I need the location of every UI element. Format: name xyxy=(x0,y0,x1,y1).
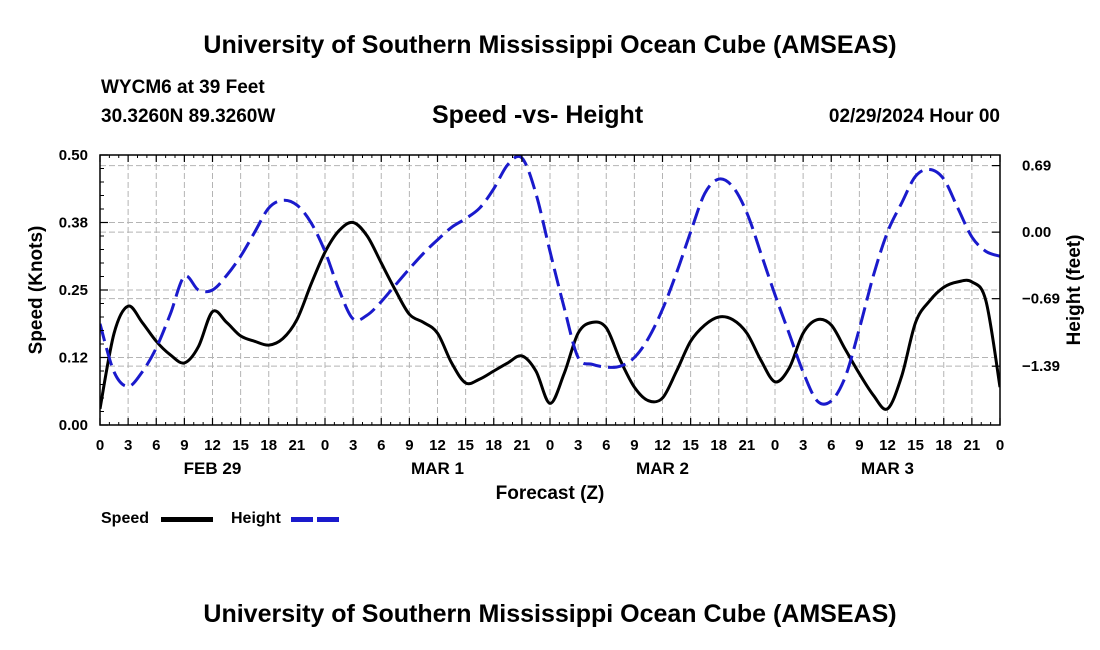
y-tick-label: 0.50 xyxy=(59,147,88,164)
x-tick-label: 21 xyxy=(739,437,756,454)
x-tick-label: 9 xyxy=(855,437,863,454)
x-tick-label: 15 xyxy=(907,437,924,454)
station-label: WYCM6 at 39 Feet xyxy=(101,77,265,98)
day-label: MAR 1 xyxy=(411,459,464,478)
day-label: FEB 29 xyxy=(184,459,242,478)
speed-series-line xyxy=(100,220,1000,411)
x-tick-label: 18 xyxy=(710,437,727,454)
x-tick-label: 0 xyxy=(771,437,779,454)
run-time-label: 02/29/2024 Hour 00 xyxy=(828,106,1000,127)
y-tick-label: 0.38 xyxy=(59,215,88,232)
x-tick-label: 15 xyxy=(232,437,249,454)
x-tick-label: 0 xyxy=(96,437,104,454)
x-tick-label: 6 xyxy=(152,437,160,454)
x-tick-label: 12 xyxy=(204,437,221,454)
x-tick-label: 12 xyxy=(654,437,671,454)
x-tick-label: 21 xyxy=(289,437,306,454)
x-tick-label: 3 xyxy=(574,437,582,454)
coordinates-label: 30.3260N 89.3260W xyxy=(101,106,276,127)
height-series-line xyxy=(100,155,1000,406)
legend-height-swatch xyxy=(291,517,343,522)
x-tick-label: 3 xyxy=(799,437,807,454)
tick-marks xyxy=(99,154,1001,426)
x-tick-label: 9 xyxy=(630,437,638,454)
chart-title: Speed -vs- Height xyxy=(432,101,644,129)
x-tick-label: 9 xyxy=(405,437,413,454)
y2-tick-label: −0.69 xyxy=(1022,291,1060,308)
y2-tick-label: 0.69 xyxy=(1022,158,1051,175)
x-tick-label: 21 xyxy=(964,437,981,454)
x-tick-label: 15 xyxy=(457,437,474,454)
y-axis-title: Speed (Knots) xyxy=(26,225,47,355)
y2-axis-title: Height (feet) xyxy=(1064,234,1085,346)
x-tick-label: 9 xyxy=(180,437,188,454)
x-tick-label: 3 xyxy=(349,437,357,454)
legend-height-label: Height xyxy=(231,510,281,527)
y2-tick-label: −1.39 xyxy=(1022,358,1060,375)
x-axis-title: Forecast (Z) xyxy=(495,483,605,504)
y-tick-label: 0.12 xyxy=(59,350,88,367)
legend-speed-swatch xyxy=(161,517,213,522)
y2-tick-label: 0.00 xyxy=(1022,224,1051,241)
x-tick-label: 6 xyxy=(377,437,385,454)
footer-title: University of Southern Mississippi Ocean… xyxy=(203,600,897,628)
page-title: University of Southern Mississippi Ocean… xyxy=(203,31,897,59)
x-tick-label: 12 xyxy=(879,437,896,454)
x-tick-label: 0 xyxy=(996,437,1004,454)
x-tick-label: 0 xyxy=(546,437,554,454)
series-layer xyxy=(100,155,1000,411)
x-tick-label: 18 xyxy=(935,437,952,454)
grid-lines xyxy=(100,155,1000,425)
x-tick-label: 12 xyxy=(429,437,446,454)
legend-speed-label: Speed xyxy=(101,510,150,527)
y-tick-label: 0.00 xyxy=(59,417,88,434)
x-tick-label: 18 xyxy=(485,437,502,454)
x-tick-label: 6 xyxy=(827,437,835,454)
day-label: MAR 2 xyxy=(636,459,689,478)
day-label: MAR 3 xyxy=(861,459,914,478)
x-tick-label: 3 xyxy=(124,437,132,454)
x-tick-label: 15 xyxy=(682,437,699,454)
x-tick-label: 18 xyxy=(260,437,277,454)
x-tick-label: 6 xyxy=(602,437,610,454)
y-tick-label: 0.25 xyxy=(59,282,88,299)
x-tick-label: 0 xyxy=(321,437,329,454)
x-tick-label: 21 xyxy=(514,437,531,454)
